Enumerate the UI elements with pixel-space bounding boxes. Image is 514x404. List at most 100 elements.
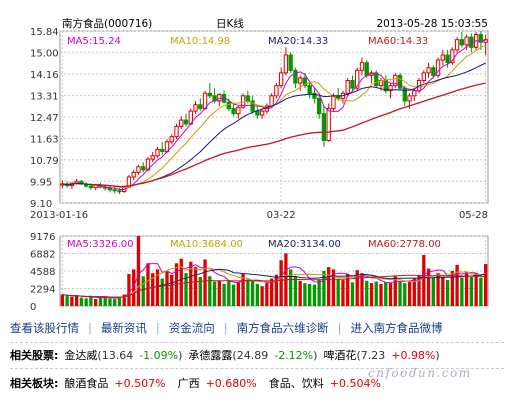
price-ma-legend: MA20:14.33 bbox=[268, 36, 328, 47]
volume-bar bbox=[279, 260, 283, 306]
candle-body bbox=[355, 69, 360, 89]
candle-body bbox=[359, 62, 365, 71]
volume-bar bbox=[127, 273, 131, 306]
link-separator: | bbox=[223, 321, 228, 335]
price-tick-label: 9.10 bbox=[30, 199, 52, 210]
volume-bar bbox=[160, 278, 164, 306]
candle-body bbox=[317, 97, 322, 115]
related-stock-name[interactable]: 啤酒花 bbox=[323, 349, 357, 362]
candle-body bbox=[393, 74, 398, 87]
link-fund-flow[interactable]: 资金流向 bbox=[168, 321, 215, 335]
related-stock-change: +0.98% bbox=[391, 348, 436, 362]
volume-bar bbox=[426, 268, 431, 306]
volume-bar bbox=[303, 283, 307, 306]
volume-bar bbox=[203, 259, 207, 306]
volume-bar bbox=[212, 281, 217, 306]
volume-bar bbox=[350, 282, 355, 306]
candle-body bbox=[450, 49, 455, 64]
link-latest-news[interactable]: 最新资讯 bbox=[100, 321, 147, 335]
price-tick-label: 15.00 bbox=[30, 48, 59, 59]
volume-bar bbox=[460, 277, 464, 306]
candle-body bbox=[288, 54, 293, 71]
candle-body bbox=[478, 34, 484, 43]
related-sectors-label: 相关板块: bbox=[10, 377, 59, 390]
volume-bar bbox=[65, 296, 69, 306]
volume-ma-legend: MA10:3684.00 bbox=[170, 239, 243, 250]
volume-bar bbox=[198, 277, 202, 306]
related-stock-name[interactable]: 金达威 bbox=[64, 349, 98, 362]
related-stocks-label: 相关股票: bbox=[10, 349, 59, 362]
volume-bar bbox=[450, 270, 454, 306]
related-stocks-row: 相关股票: 金达威 (13.64 -1.09% ) 承德露露 (24.89 -2… bbox=[10, 346, 440, 364]
price-tick-label: 9.95 bbox=[30, 177, 52, 188]
link-weibo[interactable]: 进入南方食品微博 bbox=[350, 321, 443, 335]
related-stock-name[interactable]: 承德露露 bbox=[188, 349, 233, 362]
volume-bar bbox=[141, 276, 145, 306]
ma60-line bbox=[90, 82, 486, 188]
volume-bar bbox=[98, 296, 103, 306]
volume-bar bbox=[132, 269, 136, 306]
candle-body bbox=[155, 148, 160, 157]
volume-bar bbox=[317, 279, 321, 306]
date-tick-label: 03-22 bbox=[267, 210, 296, 221]
candle-body bbox=[226, 101, 231, 110]
volume-bar bbox=[365, 280, 369, 306]
divider bbox=[10, 342, 504, 343]
volume-bar bbox=[274, 274, 279, 306]
volume-bar bbox=[379, 283, 383, 306]
price-ma-legend: MA5:15.24 bbox=[67, 36, 121, 47]
volume-bar bbox=[479, 277, 483, 306]
volume-ma60-line bbox=[62, 274, 486, 298]
link-separator: | bbox=[155, 321, 160, 335]
candle-body bbox=[283, 54, 289, 74]
volume-bar bbox=[108, 298, 112, 306]
candle-body bbox=[421, 72, 426, 82]
candle-body bbox=[445, 54, 450, 64]
volume-bar bbox=[241, 273, 245, 306]
link-stock-quote[interactable]: 查看该股行情 bbox=[10, 321, 79, 335]
volume-bar bbox=[441, 277, 445, 306]
candle-body bbox=[274, 85, 279, 97]
volume-bar bbox=[455, 264, 459, 306]
volume-bar bbox=[255, 283, 260, 306]
volume-bar bbox=[293, 276, 298, 306]
candle-body bbox=[426, 67, 431, 74]
related-stock-price: (7.23 bbox=[356, 348, 386, 362]
stock-name: 南方食品(000716) bbox=[62, 17, 152, 30]
candle-body bbox=[321, 113, 327, 141]
volume-bar bbox=[360, 273, 364, 306]
volume-bar bbox=[236, 282, 240, 306]
candle-body bbox=[326, 108, 331, 141]
price-tick-label: 13.31 bbox=[30, 92, 59, 103]
volume-bar bbox=[74, 295, 79, 306]
candle-body bbox=[374, 72, 379, 87]
related-sector-name[interactable]: 食品、饮料 bbox=[268, 377, 324, 390]
volume-bar bbox=[422, 254, 426, 306]
volume-bar bbox=[327, 267, 331, 306]
volume-bar bbox=[474, 273, 478, 306]
volume-bar bbox=[146, 263, 150, 306]
link-separator: | bbox=[337, 321, 342, 335]
candle-body bbox=[407, 95, 412, 102]
volume-bar bbox=[341, 280, 345, 306]
volume-bar bbox=[464, 272, 469, 306]
site-watermark: cnfoodun.com bbox=[368, 366, 472, 380]
price-ma-legend: MA60:14.33 bbox=[368, 36, 428, 47]
candle-body bbox=[259, 110, 265, 116]
volume-bar bbox=[374, 281, 378, 306]
volume-bar bbox=[265, 283, 269, 306]
volume-tick-label: 6882 bbox=[30, 250, 55, 261]
related-stock-close-paren: ) bbox=[435, 348, 440, 362]
price-tick-label: 14.16 bbox=[30, 70, 59, 81]
related-sector-name[interactable]: 酿酒食品 bbox=[64, 377, 109, 390]
volume-tick-label: 2294 bbox=[30, 285, 55, 296]
candle-body bbox=[297, 77, 303, 84]
volume-bar bbox=[403, 283, 407, 306]
link-six-dimension-diagnosis[interactable]: 南方食品六维诊断 bbox=[236, 321, 329, 335]
volume-bar bbox=[246, 279, 250, 306]
related-stock-change: -2.12% bbox=[274, 348, 314, 362]
volume-bar bbox=[151, 273, 155, 306]
candle-body bbox=[145, 158, 151, 171]
related-sector-name[interactable]: 广西 bbox=[177, 377, 200, 390]
candle-body bbox=[293, 69, 298, 84]
